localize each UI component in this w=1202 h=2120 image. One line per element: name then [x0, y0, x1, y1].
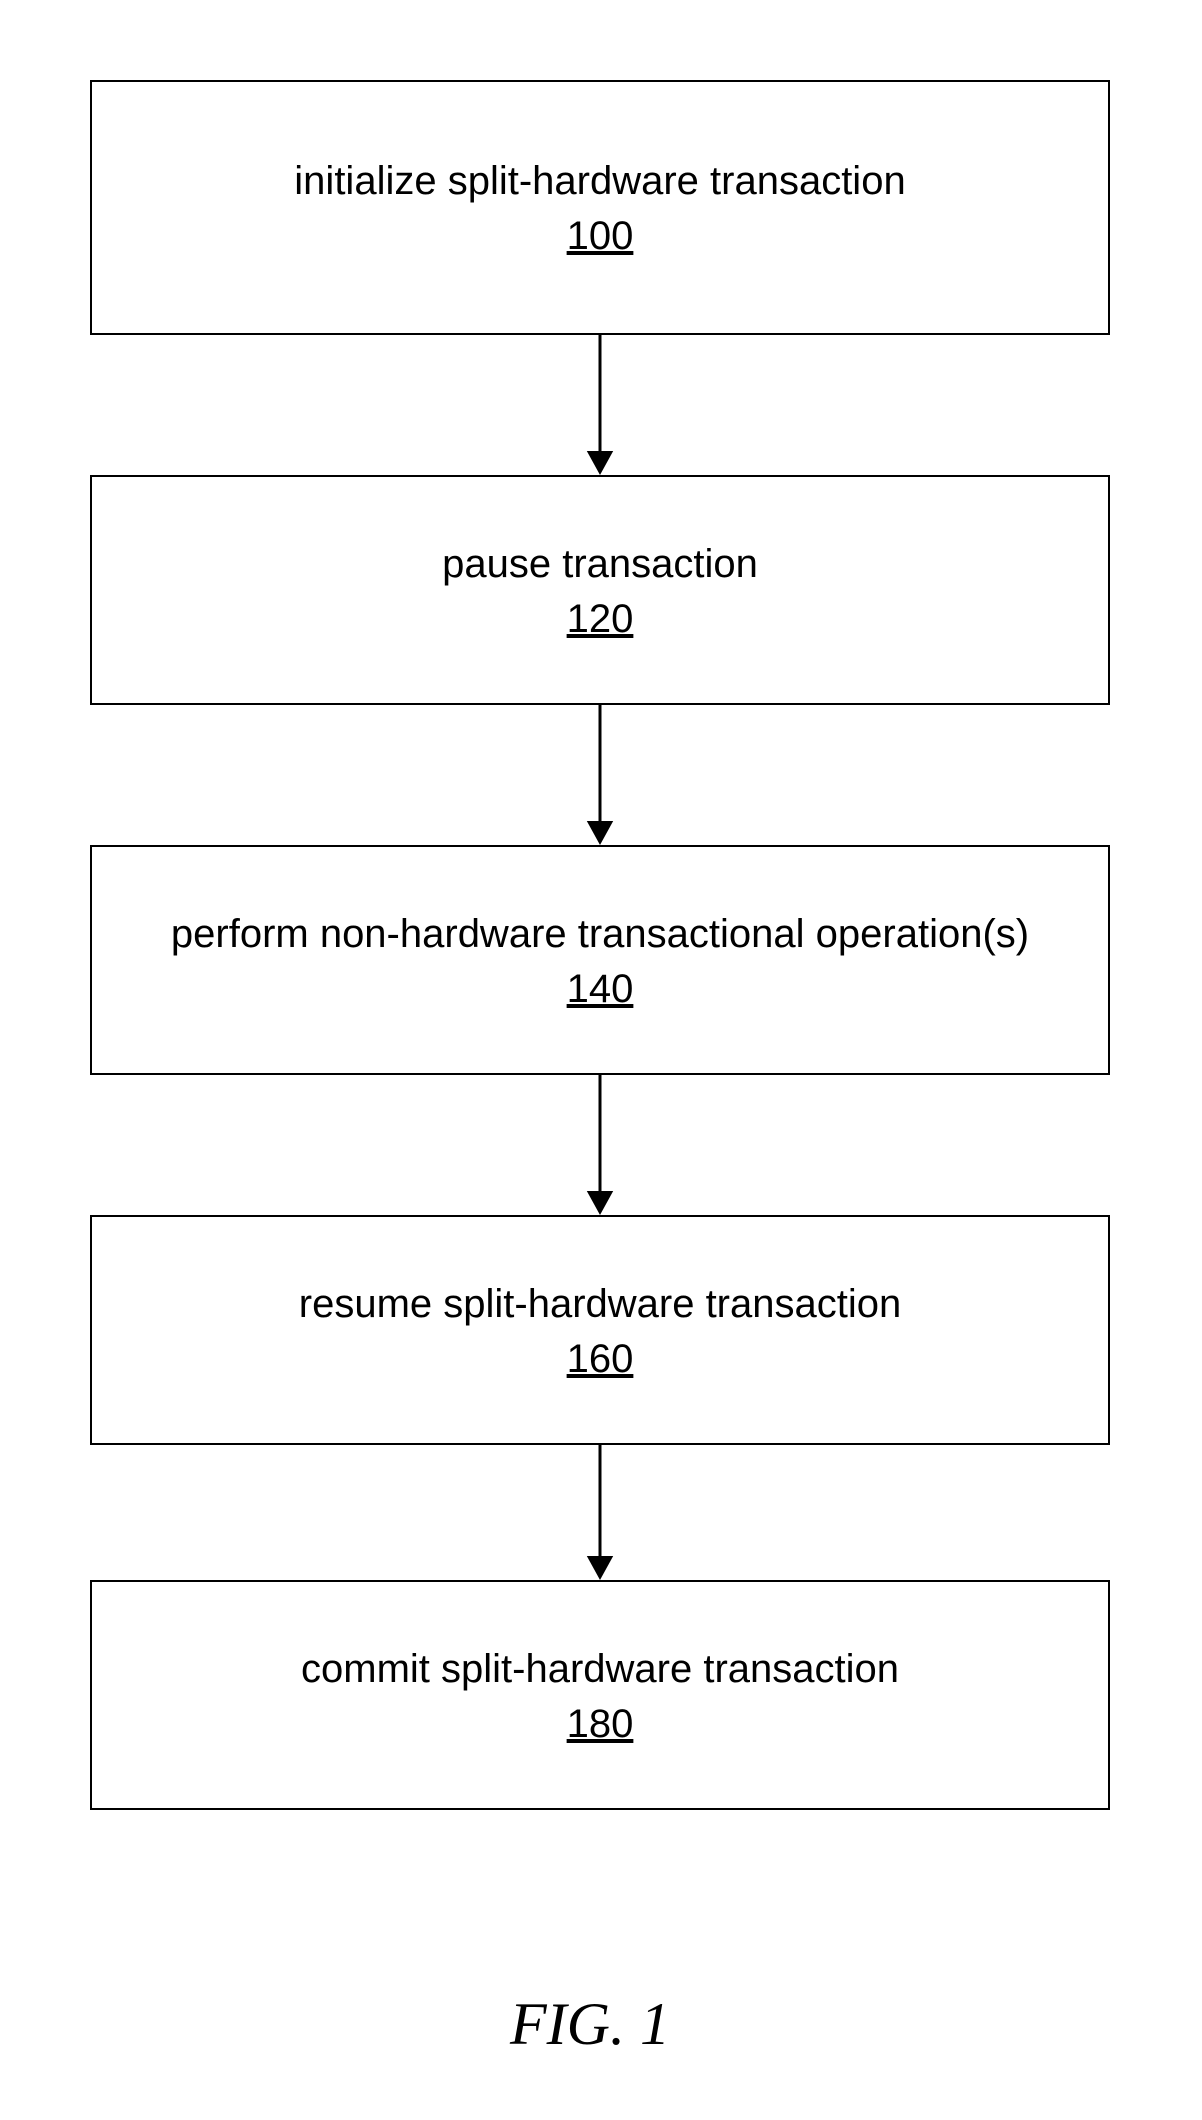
flowchart-container: initialize split-hardware transaction100…: [0, 0, 1202, 80]
flow-node-ref: 160: [567, 1337, 634, 1382]
flow-node-ref: 140: [567, 967, 634, 1012]
flow-node: initialize split-hardware transaction 100: [90, 80, 1110, 335]
figure-caption: FIG. 1: [510, 1990, 670, 2059]
flow-node-label: initialize split-hardware transaction: [282, 156, 917, 206]
flow-node: perform non-hardware transactional opera…: [90, 845, 1110, 1075]
flow-node-ref: 180: [567, 1702, 634, 1747]
flow-node-label: commit split-hardware transaction: [289, 1644, 911, 1694]
flow-node: commit split-hardware transaction 180: [90, 1580, 1110, 1810]
flow-arrow: [570, 1075, 630, 1215]
flow-node: resume split-hardware transaction 160: [90, 1215, 1110, 1445]
flow-node-ref: 100: [567, 214, 634, 259]
flow-node-label: perform non-hardware transactional opera…: [159, 909, 1041, 959]
flow-arrow: [570, 1445, 630, 1580]
flow-arrow: [570, 335, 630, 475]
flow-node: pause transaction 120: [90, 475, 1110, 705]
flow-node-ref: 120: [567, 597, 634, 642]
flow-node-label: pause transaction: [430, 539, 770, 589]
flow-node-label: resume split-hardware transaction: [287, 1279, 913, 1329]
flow-arrow: [570, 705, 630, 845]
